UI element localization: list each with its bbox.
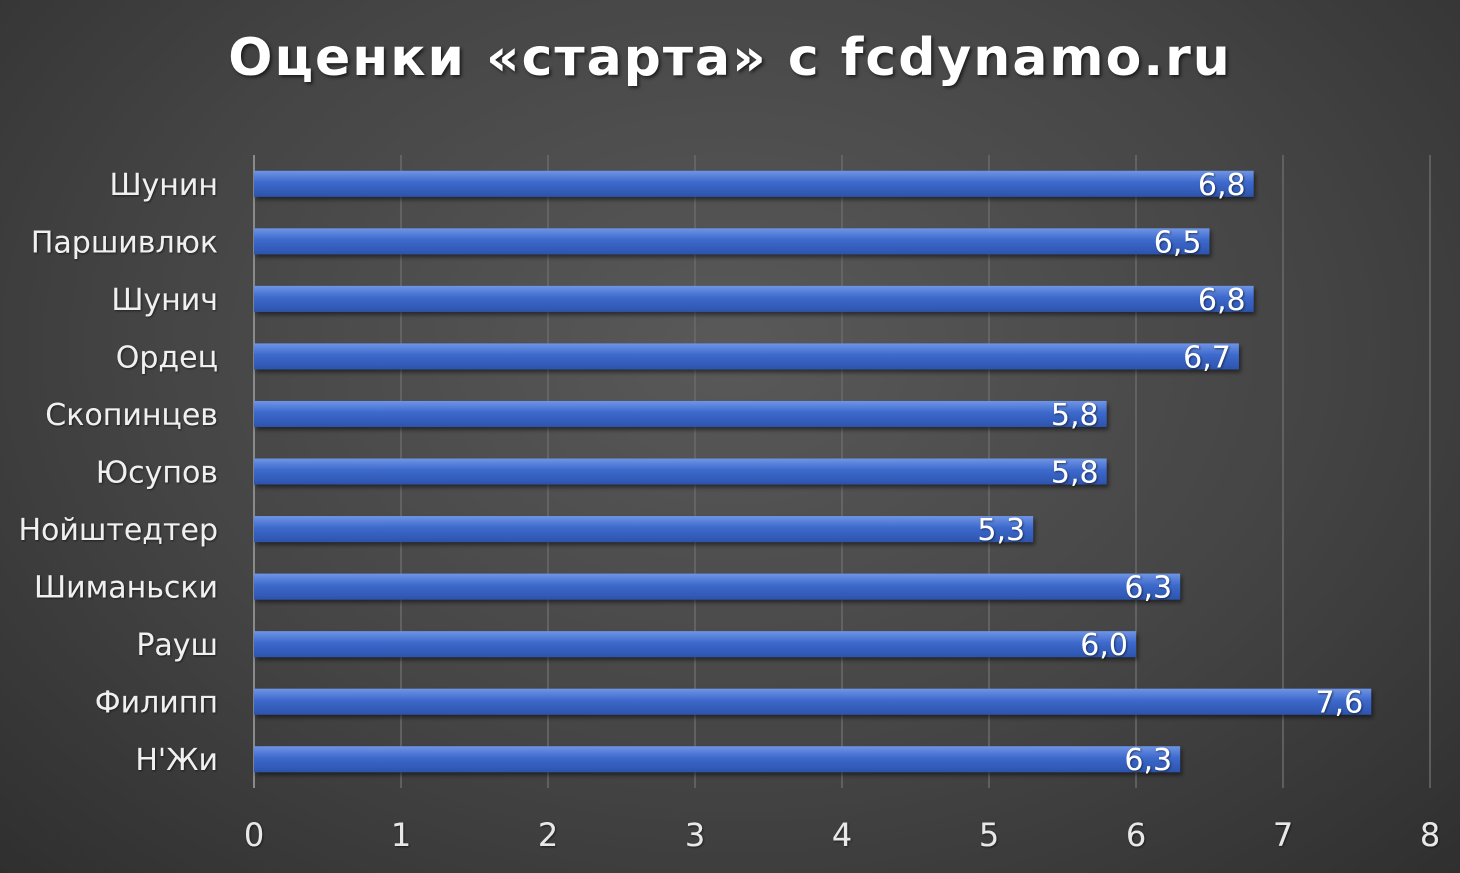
category-label: Н'Жи <box>135 743 218 778</box>
x-tick-label: 2 <box>538 816 558 854</box>
bar <box>254 400 1107 427</box>
x-tick-label: 3 <box>685 816 705 854</box>
category-label: Скопинцев <box>45 398 218 433</box>
bar <box>254 458 1107 485</box>
category-label: Нойштедтер <box>18 513 218 548</box>
x-tick-label: 1 <box>391 816 411 854</box>
bar <box>254 343 1239 370</box>
data-label: 5,8 <box>1051 398 1099 433</box>
chart-title: Оценки «старта» с fcdynamo.ru <box>228 28 1232 88</box>
data-label: 5,3 <box>977 513 1025 548</box>
data-label: 6,7 <box>1183 340 1231 375</box>
x-tick-label: 6 <box>1126 816 1146 854</box>
bar <box>254 516 1034 543</box>
bar <box>254 631 1136 658</box>
category-label: Паршивлюк <box>31 225 218 260</box>
x-tick-label: 5 <box>979 816 999 854</box>
data-label: 6,0 <box>1080 628 1128 663</box>
data-label: 7,6 <box>1315 686 1363 721</box>
bar <box>254 285 1254 312</box>
data-label: 6,5 <box>1154 225 1202 260</box>
category-label: Шунич <box>111 283 218 318</box>
category-label: Юсупов <box>96 456 218 491</box>
labels: 0 1 2 3 4 5 6 7 8 Шунин 6,8 Паршивлюк 6,5 Шунич 6,8 Орд… <box>18 168 1440 854</box>
bar <box>254 228 1210 255</box>
category-label: Филипп <box>95 686 218 721</box>
x-tick-label: 0 <box>244 816 264 854</box>
bar <box>254 746 1181 773</box>
data-label: 6,8 <box>1198 168 1246 203</box>
bars <box>254 170 1372 773</box>
data-label: 6,3 <box>1124 743 1172 778</box>
category-label: Ордец <box>116 340 218 375</box>
data-label: 5,8 <box>1051 456 1099 491</box>
category-label: Шиманьски <box>34 571 218 606</box>
x-tick-label: 4 <box>832 816 852 854</box>
category-label: Рауш <box>136 628 218 663</box>
data-label: 6,3 <box>1124 571 1172 606</box>
bar <box>254 573 1181 600</box>
bar <box>254 688 1372 715</box>
x-tick-label: 7 <box>1273 816 1293 854</box>
bar <box>254 170 1254 197</box>
data-label: 6,8 <box>1198 283 1246 318</box>
category-label: Шунин <box>109 168 218 203</box>
x-tick-label: 8 <box>1420 816 1440 854</box>
